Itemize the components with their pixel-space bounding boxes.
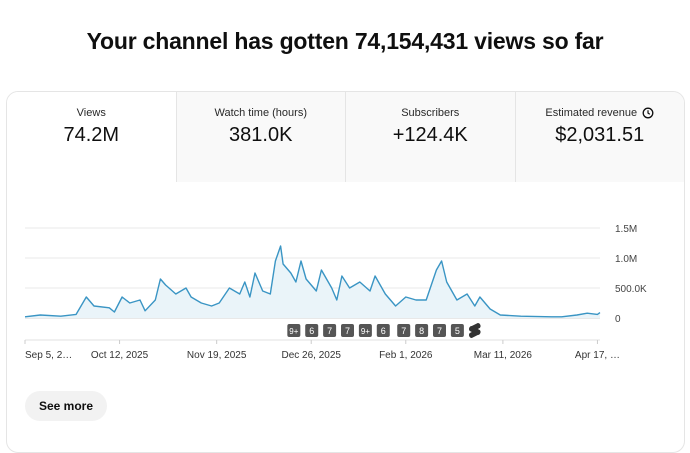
video-marker-label: 7	[345, 326, 350, 336]
views-chart[interactable]: 0 500.0K 1.0M 1.5M Sep 5, 2… Oct 12, 2025 Nov …	[0, 0, 690, 440]
video-marker-label: 6	[309, 326, 314, 336]
shorts-icon[interactable]	[469, 323, 481, 338]
y-tick-label: 0	[615, 314, 621, 325]
x-tick-label: Nov 19, 2025	[187, 350, 247, 361]
video-marker-label: 6	[381, 326, 386, 336]
video-marker-label: 7	[437, 326, 442, 336]
video-marker-label: 7	[401, 326, 406, 336]
y-tick-label: 500.0K	[615, 284, 647, 295]
x-tick-label: Apr 17, …	[575, 350, 620, 361]
video-marker-label: 7	[327, 326, 332, 336]
video-marker-label: 9+	[289, 327, 298, 336]
y-tick-label: 1.5M	[615, 224, 637, 235]
video-marker-label: 9+	[361, 327, 370, 336]
area-fill	[25, 246, 600, 318]
x-tick-label: Dec 26, 2025	[281, 350, 341, 361]
video-marker-label: 5	[455, 326, 460, 336]
see-more-button[interactable]: See more	[25, 391, 107, 421]
x-tick-label: Oct 12, 2025	[91, 350, 149, 361]
x-tick-label: Mar 11, 2026	[474, 350, 533, 361]
video-marker-label: 8	[419, 326, 424, 336]
x-tick-label: Feb 1, 2026	[379, 350, 433, 361]
y-tick-label: 1.0M	[615, 254, 637, 265]
x-tick-label: Sep 5, 2…	[25, 350, 72, 361]
